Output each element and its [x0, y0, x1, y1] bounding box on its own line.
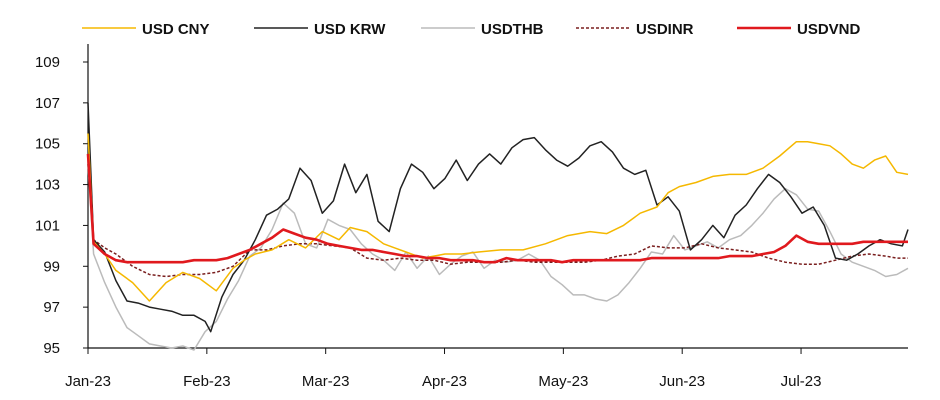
- x-tick-label: Jul-23: [781, 373, 822, 390]
- legend-item-usd-krw: USD KRW: [254, 21, 386, 38]
- y-axis: 95 97 99 101 103 105 107 109: [35, 44, 89, 357]
- x-tick-label: Mar-23: [302, 373, 350, 390]
- legend: USD CNY USD KRW USDTHB USDINR USDVND: [82, 21, 861, 38]
- legend-label: USDTHB: [481, 21, 544, 38]
- legend-label: USDVND: [797, 21, 861, 38]
- series-line-usd-cny: [87, 133, 909, 302]
- legend-item-usdinr: USDINR: [576, 21, 694, 38]
- y-tick-label: 95: [43, 340, 60, 357]
- legend-item-usd-cny: USD CNY: [82, 21, 210, 38]
- series-line-usdthb: [87, 164, 909, 351]
- x-tick-label: Jan-23: [65, 373, 111, 390]
- legend-item-usdthb: USDTHB: [421, 21, 544, 38]
- y-tick-label: 101: [35, 217, 60, 234]
- y-tick-label: 107: [35, 95, 60, 112]
- x-axis: Jan-23 Feb-23 Mar-23 Apr-23 May-23 Jun-23 Jul-…: [65, 347, 908, 390]
- series-line-usd-krw: [87, 102, 909, 333]
- x-tick-label: Feb-23: [183, 373, 231, 390]
- plot-series: [86, 102, 909, 351]
- y-tick-label: 109: [35, 54, 60, 71]
- legend-label: USD CNY: [142, 21, 210, 38]
- y-tick-label: 103: [35, 177, 60, 194]
- legend-item-usdvnd: USDVND: [737, 21, 861, 38]
- x-tick-label: Jun-23: [659, 373, 705, 390]
- x-tick-label: Apr-23: [422, 373, 467, 390]
- y-tick-label: 105: [35, 136, 60, 153]
- y-tick-label: 97: [43, 299, 60, 316]
- series-line-usdvnd: [86, 153, 908, 264]
- x-tick-label: May-23: [538, 373, 588, 390]
- legend-label: USDINR: [636, 21, 694, 38]
- y-tick-label: 99: [43, 258, 60, 275]
- legend-label: USD KRW: [314, 21, 386, 38]
